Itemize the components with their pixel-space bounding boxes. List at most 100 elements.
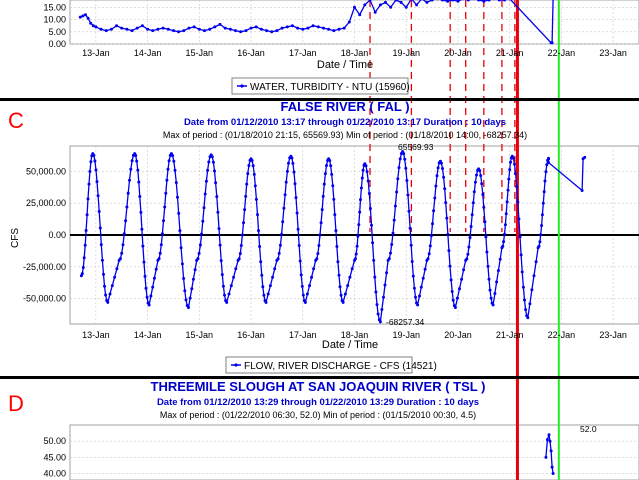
panel-c-series-point <box>121 243 125 247</box>
panel-c-series-point <box>383 283 387 287</box>
panel-c-series-point <box>390 243 394 246</box>
panel-b-series-point <box>503 0 506 2</box>
panel-c-series-point <box>220 273 224 277</box>
panel-c-series-point <box>387 257 391 261</box>
panel-b-x-tick-label: 13-Jan <box>82 48 110 58</box>
panel-c-series-point <box>219 259 223 263</box>
panel-c-series-point <box>398 157 402 161</box>
panel-d-y-tick-label: 40.00 <box>43 469 66 479</box>
panel-b-series-point <box>415 3 419 7</box>
panel-c-series-point <box>416 303 420 307</box>
panel-c-series-point <box>524 308 528 312</box>
panel-c-series-point <box>99 243 103 247</box>
panel-c-series-point <box>266 292 270 296</box>
panel-b-x-tick-label: 14-Jan <box>134 48 162 58</box>
panel-d-plot-area <box>69 424 639 480</box>
panel-c-series-point <box>216 210 220 214</box>
panel-c-series-point <box>243 208 247 212</box>
panel-c-series-point <box>580 189 584 192</box>
panel-c-series-point <box>330 172 334 176</box>
panel-b-series-point <box>78 15 82 19</box>
panel-c-series-point <box>435 174 439 178</box>
panel-c-series-point <box>337 273 341 277</box>
panel-b-series-point <box>363 3 367 7</box>
panel-c-series-point <box>583 155 587 159</box>
panel-c-series-point <box>258 245 262 248</box>
panel-c-series-point <box>295 211 299 215</box>
panel-c-series-point <box>544 170 548 174</box>
panel-c-y-tick-label: -25,000.00 <box>23 262 66 272</box>
panel-c-series-point <box>214 181 218 185</box>
panel-c-series-point <box>162 219 165 223</box>
panel-b-series-point <box>394 0 398 2</box>
panel-c-series-point <box>450 290 454 293</box>
panel-c-maxmin: Max of period : (01/18/2010 21:15, 65569… <box>163 130 527 140</box>
panel-c-series-point <box>200 232 204 236</box>
panel-c-series-point <box>262 293 266 297</box>
panel-c-x-tick-label: 19-Jan <box>392 330 420 340</box>
panel-c-series-point <box>177 211 181 215</box>
panel-c-series-point <box>439 161 443 165</box>
panel-c-series-point <box>273 267 277 271</box>
panel-c-series-point <box>88 170 92 173</box>
panel-c-series-point <box>254 197 258 201</box>
panel-c-series-point <box>465 257 469 261</box>
panel-b-series-point <box>84 13 87 17</box>
panel-c-series-point <box>232 275 236 279</box>
panel-b-series-point <box>197 27 201 31</box>
panel-c-series-point <box>523 298 526 302</box>
panel-c-series-point <box>115 267 119 271</box>
panel-c-series-point <box>171 154 175 158</box>
panel-c-series-point <box>442 175 446 179</box>
panel-c-series-point <box>301 293 305 297</box>
panel-c-letter: C <box>8 108 24 133</box>
panel-c-series-point <box>486 264 490 268</box>
panel-c-legend-box <box>225 356 413 374</box>
panel-b-series-point <box>228 27 232 31</box>
panel-c-series-point <box>501 244 505 248</box>
panel-c-series-point <box>538 240 542 244</box>
panel-c-series-point <box>331 184 335 188</box>
panel-c-series-point <box>229 284 233 288</box>
panel-c-series-point <box>408 226 412 230</box>
panel-c-series-point <box>434 184 438 188</box>
panel-c-series-point <box>300 284 304 288</box>
panel-c-series-point <box>322 182 326 186</box>
panel-c-series-point <box>198 243 202 247</box>
panel-c-series-point <box>277 251 281 255</box>
panel-d-series-point <box>545 438 549 442</box>
panel-c-series-point <box>320 208 324 212</box>
panel-b-y-tick-label: 15.00 <box>43 2 66 12</box>
panel-c-series-point <box>504 212 508 216</box>
panel-b-series-point <box>254 25 258 29</box>
panel-c-series-point <box>389 251 392 255</box>
panel-c-series-point <box>290 156 294 160</box>
panel-c-series-point <box>396 177 400 181</box>
panel-c-series-point <box>285 169 289 173</box>
panel-c-series-point <box>404 166 408 170</box>
panel-c-series-point <box>124 219 128 223</box>
panel-c-series-point <box>339 293 343 297</box>
panel-c-series-point <box>393 204 397 208</box>
panel-b-series-point <box>466 0 470 2</box>
panel-c-series-point <box>142 260 146 264</box>
panel-c-series-point <box>374 290 378 294</box>
panel-b-series-point <box>94 25 98 29</box>
panel-c-series-point <box>333 213 337 217</box>
panel-c-series-point <box>125 205 129 209</box>
panel-b-xlabel: Date / Time <box>317 59 373 71</box>
panel-c-series-point <box>152 276 156 280</box>
panel-c-series-point <box>96 194 100 198</box>
panel-d-series-point <box>549 449 553 453</box>
panel-c-series-point <box>403 157 407 161</box>
panel-c-series-point <box>251 164 255 168</box>
panel-c-series-point <box>85 213 89 217</box>
panel-c-series-point <box>83 243 87 247</box>
panel-c-series-point <box>478 169 482 173</box>
panel-c-series-point <box>368 207 372 210</box>
panel-c-series-point <box>542 190 546 194</box>
panel-c-series-point <box>328 159 332 162</box>
panel-c-series-point <box>426 257 430 261</box>
panel-c-series-point <box>284 180 288 184</box>
panel-b-series-point <box>125 27 129 31</box>
